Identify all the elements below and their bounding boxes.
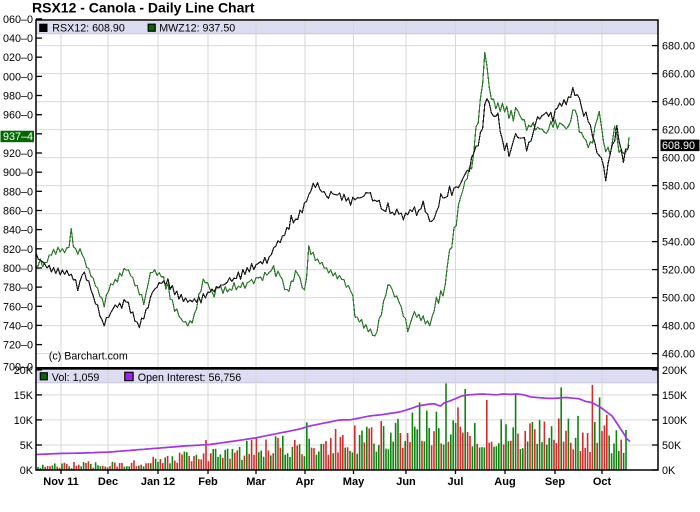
svg-text:(c) Barchart.com: (c) Barchart.com: [49, 351, 128, 363]
svg-text:Feb: Feb: [198, 476, 218, 488]
svg-text:May: May: [343, 476, 365, 488]
svg-text:700–0: 700–0: [3, 362, 33, 374]
svg-text:740–0: 740–0: [3, 320, 33, 332]
svg-text:Aug: Aug: [494, 476, 515, 488]
svg-text:200K: 200K: [662, 365, 688, 377]
svg-text:20K: 20K: [14, 365, 34, 377]
svg-text:50K: 50K: [662, 440, 682, 452]
svg-text:880–0: 880–0: [3, 186, 33, 198]
svg-text:Dec: Dec: [98, 476, 118, 488]
svg-text:Oct: Oct: [593, 476, 612, 488]
svg-text:0K: 0K: [20, 465, 34, 477]
svg-text:150K: 150K: [662, 390, 688, 402]
svg-text:RSX12 - Canola - Daily Line Ch: RSX12 - Canola - Daily Line Chart: [32, 0, 255, 16]
svg-text:800–0: 800–0: [3, 263, 33, 275]
svg-text:937–4: 937–4: [3, 131, 33, 143]
svg-text:Mar: Mar: [246, 476, 266, 488]
svg-text:Jan 12: Jan 12: [141, 476, 175, 488]
svg-text:820–0: 820–0: [3, 244, 33, 256]
svg-text:900–0: 900–0: [3, 167, 33, 179]
svg-text:0K: 0K: [662, 465, 676, 477]
svg-text:620.00: 620.00: [662, 125, 695, 137]
svg-text:600.00: 600.00: [662, 153, 695, 165]
svg-text:RSX12: 608.90: RSX12: 608.90: [52, 22, 125, 34]
svg-text:580.00: 580.00: [662, 181, 695, 193]
svg-text:000–0: 000–0: [3, 71, 33, 83]
svg-text:460.00: 460.00: [662, 349, 695, 361]
svg-text:060–0: 060–0: [3, 14, 33, 26]
svg-text:760–0: 760–0: [3, 301, 33, 313]
svg-text:Jul: Jul: [448, 476, 464, 488]
svg-text:860–0: 860–0: [3, 206, 33, 218]
svg-text:720–0: 720–0: [3, 340, 33, 352]
svg-text:660.00: 660.00: [662, 69, 695, 81]
svg-text:100K: 100K: [662, 415, 688, 427]
svg-text:960–0: 960–0: [3, 110, 33, 122]
svg-text:840–0: 840–0: [3, 225, 33, 237]
svg-text:15K: 15K: [14, 390, 34, 402]
svg-text:560.00: 560.00: [662, 209, 695, 221]
svg-text:Jun: Jun: [396, 476, 416, 488]
svg-text:540.00: 540.00: [662, 237, 695, 249]
svg-text:040–0: 040–0: [3, 33, 33, 45]
svg-text:Vol: 1,059: Vol: 1,059: [52, 372, 100, 384]
svg-text:MWZ12: 937.50: MWZ12: 937.50: [159, 22, 235, 34]
svg-text:520.00: 520.00: [662, 265, 695, 277]
svg-text:Open Interest: 56,756: Open Interest: 56,756: [138, 372, 241, 384]
svg-text:680.00: 680.00: [662, 41, 695, 53]
svg-text:980–0: 980–0: [3, 91, 33, 103]
svg-text:608.90: 608.90: [662, 140, 695, 152]
svg-text:500.00: 500.00: [662, 293, 695, 305]
svg-text:5K: 5K: [20, 440, 34, 452]
svg-text:020–0: 020–0: [3, 52, 33, 64]
svg-text:780–0: 780–0: [3, 282, 33, 294]
svg-text:Sep: Sep: [545, 476, 565, 488]
svg-text:Apr: Apr: [296, 476, 316, 488]
svg-text:Nov 11: Nov 11: [43, 476, 78, 488]
svg-text:640.00: 640.00: [662, 97, 695, 109]
svg-text:10K: 10K: [14, 415, 34, 427]
svg-text:920–0: 920–0: [3, 148, 33, 160]
svg-text:480.00: 480.00: [662, 321, 695, 333]
